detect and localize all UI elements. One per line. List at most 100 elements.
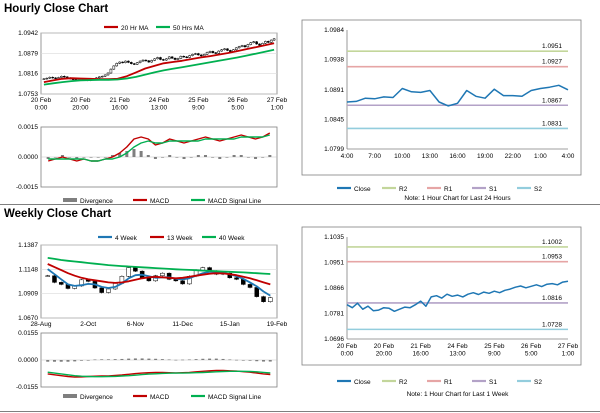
weekly_macd-legend-2-label: MACD Signal Line: [208, 394, 261, 401]
weekly_price-candle: [268, 297, 273, 302]
hourly_pivot-note: Note: 1 Hour Chart for Last 24 Hours: [404, 195, 511, 202]
weekly_macd-divergence-bar: [127, 358, 131, 360]
hourly_macd-divergence-bar: [175, 157, 179, 158]
hourly_price-xtick: 21 Feb 16:00: [110, 97, 131, 112]
hourly_price-candle: [165, 58, 168, 61]
hourly_price-xtick: 20 Feb 20:00: [70, 97, 91, 112]
hourly_macd-divergence-bar: [203, 155, 207, 157]
weekly_macd-divergence-bar: [208, 358, 212, 360]
weekly_macd-divergence-bar: [194, 359, 198, 360]
hourly_price-xtick: 25 Feb 9:00: [188, 97, 209, 112]
hourly_pivot-ytick: 1.0845: [324, 116, 344, 123]
hourly_macd-divergence-bar: [211, 157, 215, 158]
weekly_pivot-xtick: 21 Feb 16:00: [411, 343, 432, 358]
hourly_price-candle: [98, 76, 101, 79]
hourly_macd-divergence-bar: [196, 155, 200, 157]
weekly_macd-divergence-bar: [181, 359, 185, 361]
hourly_pivot-legend-1-label: R2: [399, 186, 408, 193]
hourly_price-frame: [40, 32, 278, 95]
hourly_price-candle: [249, 42, 253, 45]
hourly_macd-divergence-bar: [218, 157, 222, 159]
weekly_macd-divergence-bar: [73, 360, 77, 362]
weekly_macd-divergence-bar: [167, 359, 171, 361]
hourly_price-candle: [208, 51, 212, 53]
weekly_macd-ytick: 0.0000: [18, 357, 38, 364]
hourly_price-candle: [205, 52, 209, 55]
hourly_macd-divergence-bar: [111, 155, 115, 157]
hourly_macd-divergence-bar: [232, 155, 236, 157]
hourly_macd-divergence-bar: [153, 157, 157, 159]
weekly_macd-divergence-bar: [106, 359, 110, 360]
hourly_macd-legend-0-swatch: [63, 198, 77, 202]
hourly_price-candle: [170, 56, 174, 59]
weekly_macd-divergence-bar: [221, 358, 225, 360]
weekly_price-candle: [234, 277, 239, 280]
weekly_price-candle: [58, 282, 64, 285]
hourly_price-candle: [162, 59, 165, 61]
weekly_macd-divergence-bar: [133, 358, 137, 360]
section-separator: [0, 204, 600, 205]
hourly_price-ma50-line: [43, 48, 275, 86]
weekly_macd-divergence-bar: [248, 360, 252, 361]
bottom-border: [0, 411, 600, 412]
hourly_macd-divergence-bar: [168, 155, 172, 157]
weekly_macd-divergence-bar: [120, 358, 124, 360]
weekly_price-ma13-line: [47, 263, 271, 286]
hourly_price-candle: [266, 41, 270, 43]
hourly_price-ytick: 1.0879: [18, 50, 38, 57]
hourly_price-candle: [57, 77, 60, 79]
hourly_price-candle: [176, 58, 180, 60]
weekly_macd-divergence-bar: [174, 359, 178, 361]
hourly_price-candle: [48, 76, 52, 79]
hourly_price-candle: [141, 59, 145, 62]
hourly_macd-divergence-bar: [53, 157, 57, 158]
weekly_price-candle: [133, 267, 138, 272]
hourly_price-candle: [124, 60, 127, 63]
hourly_pivot-s2-label: 1.0831: [542, 120, 562, 127]
weekly_pivot-ytick: 1.0781: [324, 310, 344, 317]
hourly_price-candle: [255, 41, 258, 45]
weekly_price-ytick: 1.1148: [19, 266, 39, 273]
weekly_pivot-xtick: 27 Feb 1:00: [558, 343, 579, 358]
hourly_price-candle: [199, 54, 203, 57]
weekly_price-xtick: 2-Oct: [80, 321, 96, 328]
weekly_macd-divergence-bar: [160, 359, 164, 360]
weekly_price-candle: [45, 275, 50, 277]
hourly_macd-legend-1-label: MACD: [150, 198, 169, 205]
weekly_pivot-s1-label: 1.0816: [542, 295, 562, 302]
weekly_macd-divergence-bar: [66, 360, 70, 362]
weekly_price-legend-2-label: 40 Week: [219, 235, 245, 242]
hourly_price-candle: [106, 72, 110, 76]
weekly_macd-divergence-bar: [241, 360, 245, 361]
weekly_price-xtick: 11-Dec: [172, 321, 193, 328]
hourly_pivot-xtick: 19:00: [477, 153, 494, 160]
hourly_pivot-xtick: 1:00: [534, 153, 547, 160]
weekly_macd-divergence-bar: [235, 359, 239, 361]
weekly_pivot-legend-0-label: Close: [354, 379, 371, 386]
hourly_price-candle: [202, 54, 206, 57]
weekly_price-legend-1-label: 13 Week: [167, 235, 193, 242]
hourly_price-candle: [185, 56, 188, 58]
hourly_price-candle: [167, 56, 171, 60]
hourly_price-candle: [54, 77, 57, 79]
weekly_price-ma40-line: [47, 257, 271, 275]
weekly_pivot-legend-1-label: R2: [399, 379, 408, 386]
hourly_price-candle: [144, 59, 148, 62]
hourly_pivot-xtick: 16:00: [449, 153, 466, 160]
hourly_macd-divergence-bar: [261, 157, 265, 158]
hourly_price-candle: [115, 63, 119, 67]
weekly_macd-divergence-bar: [113, 359, 117, 360]
hourly_price-candle: [211, 51, 215, 53]
hourly_macd-divergence-bar: [103, 157, 107, 158]
hourly_macd-divergence-bar: [46, 157, 50, 159]
hourly_price-candle: [243, 45, 247, 48]
weekly_price-candle: [166, 272, 172, 280]
hourly_macd-divergence-bar: [182, 157, 186, 159]
hourly_price-candle: [226, 48, 229, 51]
weekly_price-ytick: 1.1387: [18, 242, 38, 249]
hourly_price-candle: [45, 77, 49, 80]
hourly_price-candle: [223, 48, 226, 51]
hourly_price-candle: [237, 46, 241, 49]
hourly_price-candle: [179, 55, 183, 59]
hourly_macd-divergence-bar: [139, 151, 143, 157]
